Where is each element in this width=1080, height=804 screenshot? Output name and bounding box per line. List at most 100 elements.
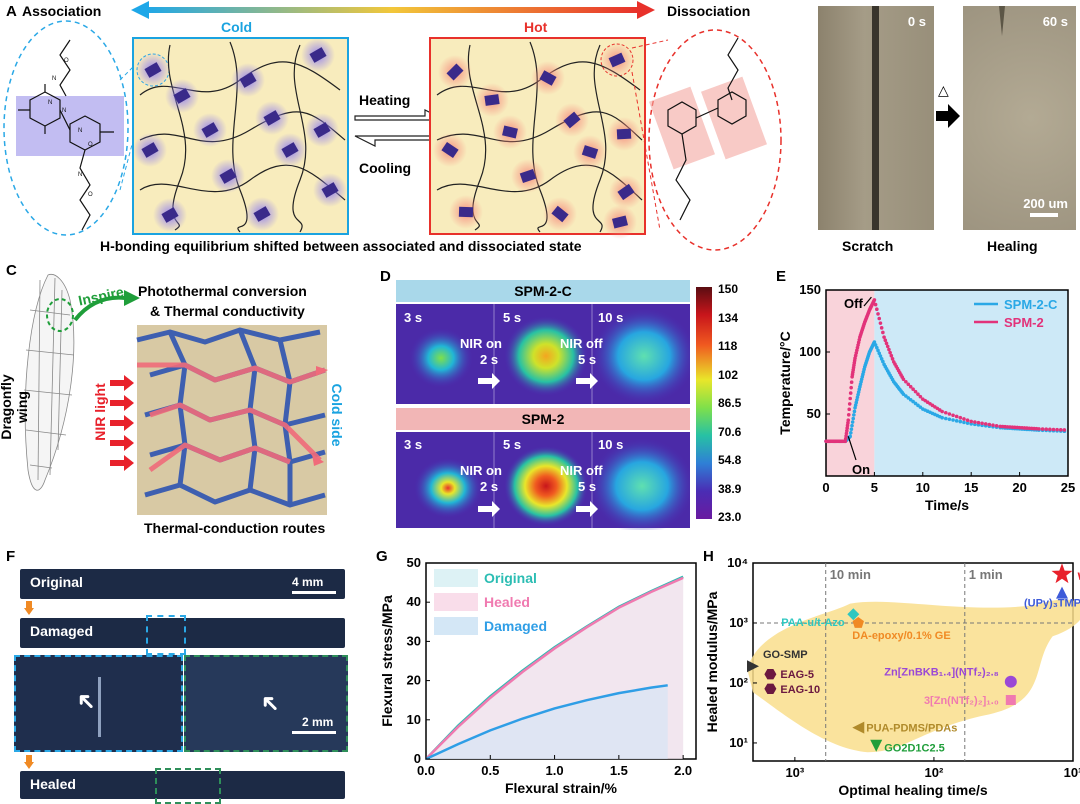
associated-atom-labels: O N N N N O N O bbox=[48, 58, 93, 198]
colorbar-tick-label: 38.9 bbox=[718, 481, 742, 496]
legend-label: Healed bbox=[484, 594, 530, 610]
inspire-arrow bbox=[73, 295, 126, 322]
data-point bbox=[843, 436, 848, 441]
heat-symbol: △ bbox=[938, 82, 949, 98]
curve-Healed bbox=[425, 576, 684, 760]
data-point bbox=[965, 421, 970, 425]
data-point bbox=[969, 422, 973, 426]
spm2c-title-bar bbox=[396, 280, 690, 302]
marker-GO2D1C2.5 bbox=[870, 739, 883, 752]
data-point bbox=[940, 415, 944, 420]
d-top-time-5s: 5 s bbox=[503, 310, 522, 325]
hbond-unit bbox=[617, 183, 635, 201]
d-top-off-time: 5 s bbox=[578, 352, 597, 367]
hbond-unit bbox=[608, 52, 626, 68]
panel-g-chart: 0.0 0.5 1.0 1.5 2.0 0 10 20 30 40 50 Flexural strai… bbox=[379, 555, 697, 796]
data-point bbox=[889, 353, 894, 358]
data-point bbox=[848, 391, 853, 395]
y-axis-label: Temperature/°C bbox=[777, 331, 793, 434]
data-point bbox=[875, 345, 879, 350]
hbond-unit bbox=[313, 122, 331, 138]
data-point bbox=[943, 416, 948, 421]
arrow-down-icon-2 bbox=[24, 755, 34, 769]
d-bottom-nir-off: NIR off bbox=[560, 463, 603, 478]
nir-arrows bbox=[110, 375, 134, 471]
panel-label-g: G bbox=[376, 548, 388, 565]
point-label: DA-epoxy/0.1% GE bbox=[852, 630, 950, 642]
data-point bbox=[913, 389, 918, 394]
data-point bbox=[846, 421, 850, 425]
spm2c-title: SPM-2-C bbox=[514, 283, 572, 299]
scale-2mm-label: 2 mm bbox=[302, 715, 334, 729]
data-point bbox=[845, 428, 849, 433]
legend-swatch bbox=[434, 593, 478, 611]
arrow-right-icon bbox=[936, 104, 960, 128]
dissociated-molecule bbox=[667, 37, 747, 221]
d-top-time-3s: 3 s bbox=[404, 310, 423, 325]
data-point bbox=[883, 338, 888, 343]
y-tick-label: 100 bbox=[799, 344, 821, 359]
time-0s: 0 s bbox=[907, 14, 926, 29]
data-point bbox=[958, 419, 963, 424]
data-point bbox=[962, 417, 966, 421]
data-point bbox=[847, 402, 852, 406]
panel-c-caption: Thermal-conduction routes bbox=[144, 520, 326, 536]
data-point bbox=[983, 422, 988, 426]
y-tick-label: 50 bbox=[807, 406, 821, 421]
data-point bbox=[1037, 427, 1041, 431]
x-tick-label: 0.0 bbox=[417, 763, 435, 778]
data-point bbox=[1044, 427, 1049, 431]
panel-d-thermal-images bbox=[396, 280, 690, 530]
data-point bbox=[851, 416, 856, 421]
data-point bbox=[906, 382, 911, 387]
y-axis-label: Healed modulus/MPa bbox=[704, 591, 720, 732]
data-point bbox=[873, 343, 878, 347]
point-label: GO2D1C2.5 bbox=[884, 743, 945, 755]
series-SPM-2 bbox=[824, 298, 1067, 444]
x-tick-label: 0 bbox=[822, 480, 829, 495]
data-point bbox=[872, 340, 877, 344]
data-point bbox=[911, 387, 915, 391]
point-label: (UPy)₃TMP bbox=[1024, 598, 1080, 610]
plot-frame bbox=[825, 289, 1069, 477]
spm2-title-bar bbox=[396, 408, 690, 430]
svg-text:N: N bbox=[78, 128, 82, 134]
x-tick-label: 10² bbox=[925, 765, 944, 780]
x-axis-label: Time/s bbox=[925, 497, 969, 513]
d-top-time-10s: 10 s bbox=[598, 310, 624, 325]
hbond-unit bbox=[263, 110, 281, 126]
hbond-unit bbox=[616, 128, 632, 140]
on-annotation: On bbox=[852, 462, 870, 477]
data-point bbox=[940, 409, 944, 414]
data-point bbox=[879, 357, 884, 361]
arrow-down-icon bbox=[24, 601, 34, 615]
marker-Our work bbox=[1051, 563, 1073, 584]
hbond-unit bbox=[219, 168, 237, 184]
association-label: Association bbox=[22, 3, 102, 19]
data-point bbox=[843, 439, 848, 444]
hbond-unit bbox=[484, 94, 500, 106]
x-tick-label: 10¹ bbox=[1064, 765, 1080, 780]
data-point bbox=[882, 335, 886, 339]
data-point bbox=[888, 350, 892, 355]
data-point bbox=[1051, 427, 1056, 432]
data-point bbox=[951, 418, 955, 422]
original-bar bbox=[20, 569, 345, 599]
hot-hbond-units bbox=[433, 43, 643, 239]
panel-a-caption: H-bonding equilibrium shifted between as… bbox=[100, 238, 582, 254]
data-point bbox=[872, 298, 877, 302]
photothermal-title-1: Photothermal conversion bbox=[138, 283, 307, 299]
hbond-unit bbox=[519, 168, 537, 184]
data-point bbox=[876, 348, 880, 353]
marker-EAG-5 bbox=[764, 669, 777, 680]
data-point bbox=[884, 341, 889, 346]
y-tick-label: 10 bbox=[407, 712, 421, 727]
damaged-bar bbox=[20, 618, 345, 648]
y-axis-label: Flexural stress/MPa bbox=[379, 595, 395, 727]
data-point bbox=[847, 407, 852, 412]
hbond-unit bbox=[502, 125, 518, 139]
data-point bbox=[991, 423, 995, 427]
x-tick-label: 10³ bbox=[785, 765, 804, 780]
y-tick-label: 10² bbox=[729, 675, 748, 690]
data-point bbox=[850, 420, 855, 424]
